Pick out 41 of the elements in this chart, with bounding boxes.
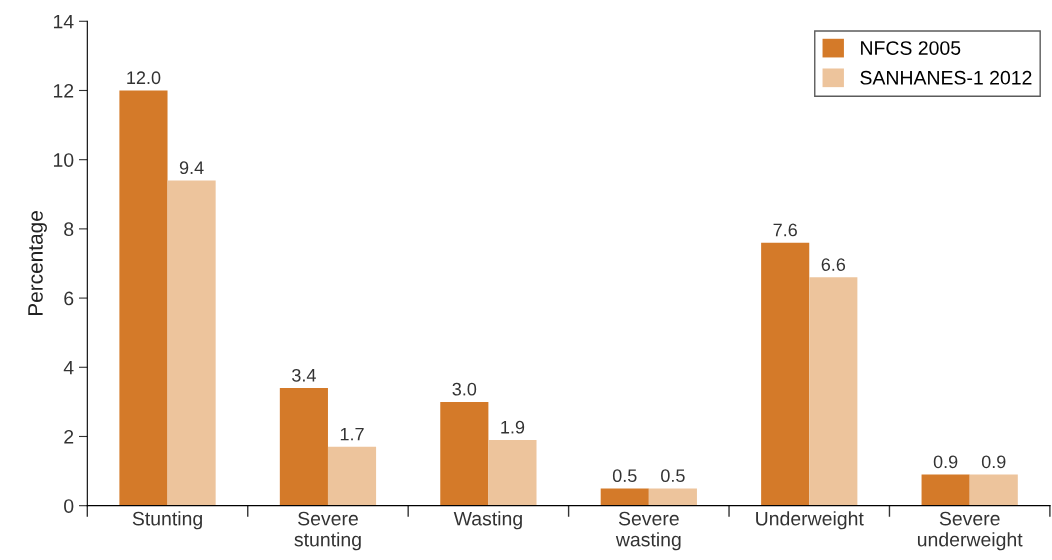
data-label: 0.5 <box>612 469 637 483</box>
data-label: 6.6 <box>821 258 846 271</box>
y-axis-title: Percentage <box>28 211 47 316</box>
data-label: 0.5 <box>661 469 685 483</box>
data-label: 1.7 <box>340 427 364 441</box>
bar <box>167 180 216 506</box>
x-tick-label: Underweight <box>756 511 864 530</box>
legend-label: NFCS 2005 <box>861 41 961 55</box>
bar <box>488 439 537 506</box>
data-label: 1.9 <box>501 420 525 434</box>
data-label: 7.6 <box>773 223 797 237</box>
y-tick-label: 0 <box>64 499 74 513</box>
data-label: 0.9 <box>933 455 958 469</box>
bar <box>279 388 328 506</box>
bar <box>600 488 649 506</box>
bar <box>921 474 970 506</box>
x-tick-label: Severe wasting <box>615 511 681 551</box>
x-tick-label: Severe underweight <box>917 511 1023 551</box>
x-tick-label: Stunting <box>132 511 202 530</box>
x-tick-label: Severe stunting <box>294 511 361 551</box>
y-tick-label: 4 <box>63 360 74 375</box>
bar <box>440 401 489 506</box>
data-label: 3.4 <box>292 368 316 382</box>
y-tick-label: 6 <box>64 291 74 306</box>
y-tick-label: 2 <box>64 429 74 444</box>
x-tick-label: Wasting <box>453 511 522 530</box>
data-label: 9.4 <box>179 161 204 175</box>
bar <box>761 242 810 506</box>
y-tick-label: 8 <box>64 222 74 237</box>
bar <box>648 488 697 506</box>
data-label: 3.0 <box>452 382 477 396</box>
bar <box>809 277 858 506</box>
bar <box>119 90 168 506</box>
y-tick-label: 10 <box>53 153 74 167</box>
data-label: 0.9 <box>981 455 1006 469</box>
y-tick-label: 12 <box>53 83 74 98</box>
y-tick-label: 14 <box>53 14 74 29</box>
bar <box>969 474 1018 506</box>
bar <box>327 446 377 506</box>
legend-label: SANHANES-1 2012 <box>860 70 1032 85</box>
data-label: 12.0 <box>127 71 161 85</box>
